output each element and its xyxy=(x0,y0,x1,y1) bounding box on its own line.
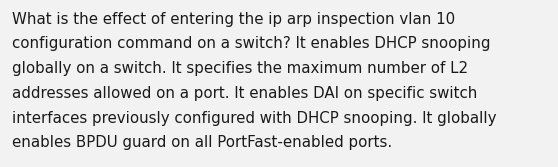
Text: globally on a switch. It specifies the maximum number of L2: globally on a switch. It specifies the m… xyxy=(12,61,468,76)
Text: addresses allowed on a port. It enables DAI on specific switch: addresses allowed on a port. It enables … xyxy=(12,86,478,101)
Text: What is the effect of entering the ip arp inspection vlan 10: What is the effect of entering the ip ar… xyxy=(12,12,455,27)
Text: interfaces previously configured with DHCP snooping. It globally: interfaces previously configured with DH… xyxy=(12,111,497,126)
Text: enables BPDU guard on all PortFast-enabled ports.: enables BPDU guard on all PortFast-enabl… xyxy=(12,135,392,150)
Text: configuration command on a switch? It enables DHCP snooping: configuration command on a switch? It en… xyxy=(12,36,491,51)
